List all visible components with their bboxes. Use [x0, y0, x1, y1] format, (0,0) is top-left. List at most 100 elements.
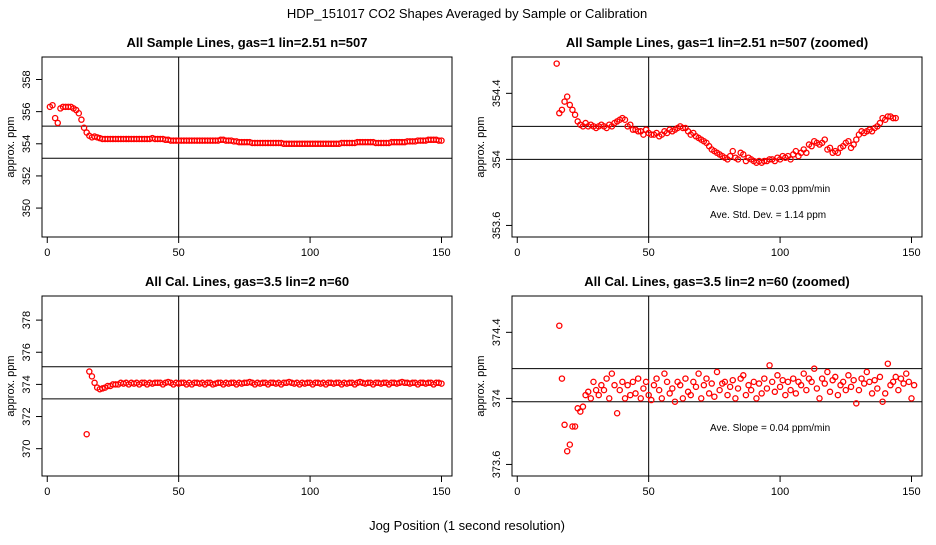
- data-point: [834, 149, 842, 157]
- data-point: [824, 368, 831, 376]
- data-point: [900, 380, 907, 387]
- y-tick-label: 352: [21, 167, 33, 185]
- data-point: [563, 93, 571, 100]
- data-point: [592, 386, 600, 394]
- data-point: [761, 375, 768, 382]
- data-point: [842, 386, 850, 394]
- data-point: [613, 409, 621, 417]
- data-point: [690, 378, 697, 386]
- data-point: [755, 380, 763, 387]
- data-point: [818, 375, 826, 382]
- y-tick-label: 374: [21, 375, 33, 393]
- data-point: [78, 116, 85, 123]
- x-tick-label: 100: [301, 247, 319, 259]
- panel-sample-lines: All Sample Lines, gas=1 lin=2.51 n=507 0 5…: [5, 35, 453, 259]
- panel-title: All Sample Lines, gas=1 lin=2.51 n=507 (…: [566, 35, 868, 50]
- data-point: [740, 151, 747, 158]
- y-tick-label: 356: [21, 102, 33, 120]
- data-point: [758, 390, 765, 397]
- x-tick-label: 0: [514, 247, 520, 259]
- data-point: [590, 378, 597, 386]
- data-point: [561, 421, 568, 429]
- plot-frame: [41, 295, 453, 477]
- data-point: [729, 376, 737, 384]
- data-point: [584, 388, 592, 396]
- data-point: [771, 388, 779, 396]
- data-point: [832, 373, 839, 381]
- data-point: [889, 114, 897, 122]
- data-point: [787, 386, 794, 394]
- data-point: [821, 380, 829, 387]
- x-tick-label: 0: [44, 486, 50, 498]
- data-point: [600, 386, 608, 394]
- data-point: [692, 383, 700, 391]
- data-point: [734, 156, 742, 163]
- y-tick-label: 374: [491, 389, 503, 407]
- data-point: [845, 372, 852, 379]
- data-point: [91, 379, 98, 387]
- data-point: [569, 423, 576, 430]
- data-point: [671, 398, 679, 405]
- x-tick-label: 150: [902, 247, 920, 259]
- x-tick-label: 100: [301, 486, 319, 498]
- data-point: [871, 376, 878, 384]
- data-point: [687, 391, 694, 399]
- x-tick-label: 0: [44, 247, 50, 259]
- data-point: [669, 385, 676, 392]
- data-point: [905, 378, 913, 386]
- data-point: [637, 395, 645, 402]
- data-point: [889, 378, 897, 386]
- stat-annotation: Ave. Slope = 0.03 ppm/min: [710, 184, 830, 195]
- plot-frame: [41, 56, 453, 238]
- data-point: [800, 370, 807, 377]
- data-point: [54, 119, 62, 127]
- data-point: [663, 378, 671, 386]
- data-point: [902, 370, 910, 377]
- y-axis-label: approx. ppm: [475, 116, 487, 177]
- data-point: [605, 395, 613, 402]
- data-point: [621, 395, 629, 402]
- data-point: [88, 373, 96, 380]
- data-point: [792, 390, 800, 397]
- y-tick-label: 378: [21, 311, 33, 329]
- data-point: [726, 383, 734, 391]
- data-point: [729, 147, 737, 155]
- data-point: [653, 375, 660, 382]
- data-point: [655, 386, 663, 394]
- data-point: [826, 388, 834, 396]
- data-point: [892, 373, 899, 381]
- data-point: [682, 375, 689, 382]
- panel-sample-lines-zoomed: All Sample Lines, gas=1 lin=2.51 n=507 (…: [475, 35, 923, 259]
- x-tick-label: 150: [432, 486, 450, 498]
- data-point: [797, 381, 805, 389]
- y-tick-label: 354: [21, 135, 33, 153]
- data-point: [49, 101, 56, 109]
- data-point: [734, 385, 742, 392]
- x-tick-label: 150: [902, 486, 920, 498]
- data-point: [75, 110, 83, 117]
- y-tick-label: 358: [21, 70, 33, 88]
- data-point: [908, 395, 915, 402]
- data-point: [83, 430, 90, 438]
- data-point: [666, 390, 673, 397]
- y-axis-label: approx. ppm: [5, 116, 17, 177]
- data-point: [803, 149, 810, 157]
- data-point: [566, 441, 574, 448]
- y-tick-label: 373.6: [491, 451, 503, 479]
- data-point: [661, 370, 668, 377]
- data-point: [571, 423, 579, 430]
- data-point: [787, 156, 794, 163]
- data-point: [438, 137, 445, 144]
- x-tick-label: 50: [643, 247, 655, 259]
- y-axis-label: approx. ppm: [475, 355, 487, 416]
- data-point: [627, 121, 634, 128]
- data-point: [713, 368, 721, 376]
- data-point: [611, 381, 618, 389]
- data-point: [866, 378, 873, 386]
- data-point: [705, 390, 713, 397]
- x-tick-label: 100: [771, 486, 789, 498]
- data-point: [621, 116, 629, 124]
- data-point: [558, 106, 566, 114]
- data-point: [86, 368, 93, 375]
